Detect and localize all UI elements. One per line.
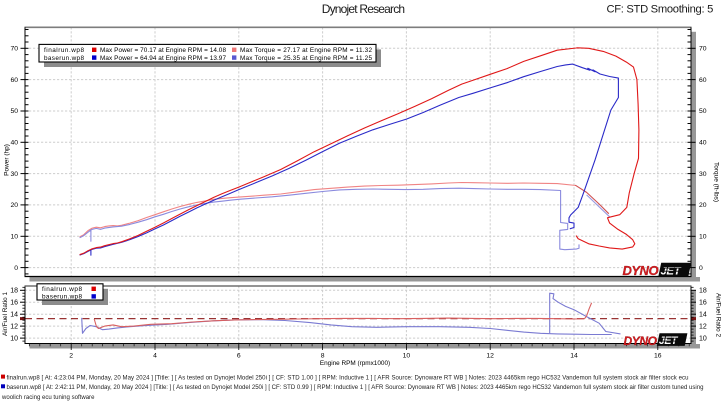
svg-text:70: 70 — [699, 46, 707, 53]
svg-text:10: 10 — [10, 336, 18, 343]
svg-text:Max Power = 70.17 at Engine RP: Max Power = 70.17 at Engine RPM = 14.08 — [100, 47, 226, 54]
svg-text:14: 14 — [10, 312, 18, 319]
svg-text:finalrun.wp8: finalrun.wp8 — [44, 47, 84, 54]
svg-text:6: 6 — [237, 353, 241, 360]
svg-text:0: 0 — [14, 265, 18, 272]
svg-text:10: 10 — [699, 336, 707, 343]
svg-text:baserun.wp8: baserun.wp8 — [44, 55, 84, 62]
svg-text:8: 8 — [321, 353, 325, 360]
svg-text:12: 12 — [486, 353, 494, 360]
svg-text:baserun.wp8: baserun.wp8 — [42, 294, 82, 301]
svg-text:10: 10 — [10, 234, 18, 241]
svg-text:woolich racing ecu tuning soft: woolich racing ecu tuning software — [1, 395, 95, 401]
svg-text:Air/Fuel Ratio 1: Air/Fuel Ratio 1 — [2, 292, 9, 336]
svg-text:16: 16 — [654, 353, 662, 360]
svg-text:Dynojet Research: Dynojet Research — [322, 2, 405, 16]
svg-text:40: 40 — [699, 140, 707, 147]
svg-text:2: 2 — [69, 353, 73, 360]
svg-text:Max Torque = 25.35 at Engine R: Max Torque = 25.35 at Engine RPM = 11.25 — [240, 55, 372, 62]
svg-text:4: 4 — [153, 353, 157, 360]
svg-text:12: 12 — [699, 324, 707, 331]
svg-text:CF: STD Smoothing: 5: CF: STD Smoothing: 5 — [606, 4, 713, 16]
svg-text:finalrun.wp8 [ At: 4:23:04 PM,: finalrun.wp8 [ At: 4:23:04 PM, Monday, 2… — [7, 375, 689, 381]
svg-text:Power (hp): Power (hp) — [4, 144, 11, 176]
svg-text:70: 70 — [10, 46, 18, 53]
svg-text:10: 10 — [699, 234, 707, 241]
svg-text:50: 50 — [699, 108, 707, 115]
svg-text:14: 14 — [699, 312, 707, 319]
svg-text:30: 30 — [699, 171, 707, 178]
svg-text:16: 16 — [699, 300, 707, 307]
svg-text:baserun.wp8 [ At: 2:42:11 PM,: baserun.wp8 [ At: 2:42:11 PM, Monday, 20… — [7, 385, 704, 391]
svg-text:DYNO: DYNO — [623, 263, 659, 278]
svg-text:20: 20 — [10, 202, 18, 209]
svg-text:14: 14 — [570, 353, 578, 360]
svg-text:60: 60 — [10, 77, 18, 84]
svg-text:Air/Fuel Ratio 2: Air/Fuel Ratio 2 — [715, 293, 722, 337]
svg-text:18: 18 — [699, 288, 707, 295]
svg-text:40: 40 — [10, 140, 18, 147]
svg-text:60: 60 — [699, 77, 707, 84]
svg-text:0: 0 — [699, 265, 703, 272]
svg-text:10: 10 — [403, 353, 411, 360]
svg-text:DYNO: DYNO — [624, 334, 658, 348]
svg-text:30: 30 — [10, 171, 18, 178]
svg-text:20: 20 — [699, 202, 707, 209]
svg-text:12: 12 — [10, 324, 18, 331]
svg-text:Torque (ft-lbs): Torque (ft-lbs) — [713, 162, 720, 202]
svg-text:50: 50 — [10, 108, 18, 115]
svg-text:finalrun.wp8: finalrun.wp8 — [42, 286, 82, 293]
svg-text:18: 18 — [10, 288, 18, 295]
svg-text:16: 16 — [10, 300, 18, 307]
svg-text:Engine RPM (rpmx1000): Engine RPM (rpmx1000) — [320, 360, 390, 367]
svg-text:Max Power = 64.94 at Engine RP: Max Power = 64.94 at Engine RPM = 13.97 — [100, 55, 226, 62]
svg-text:Max Torque = 27.17 at Engine R: Max Torque = 27.17 at Engine RPM = 11.32 — [240, 47, 372, 54]
